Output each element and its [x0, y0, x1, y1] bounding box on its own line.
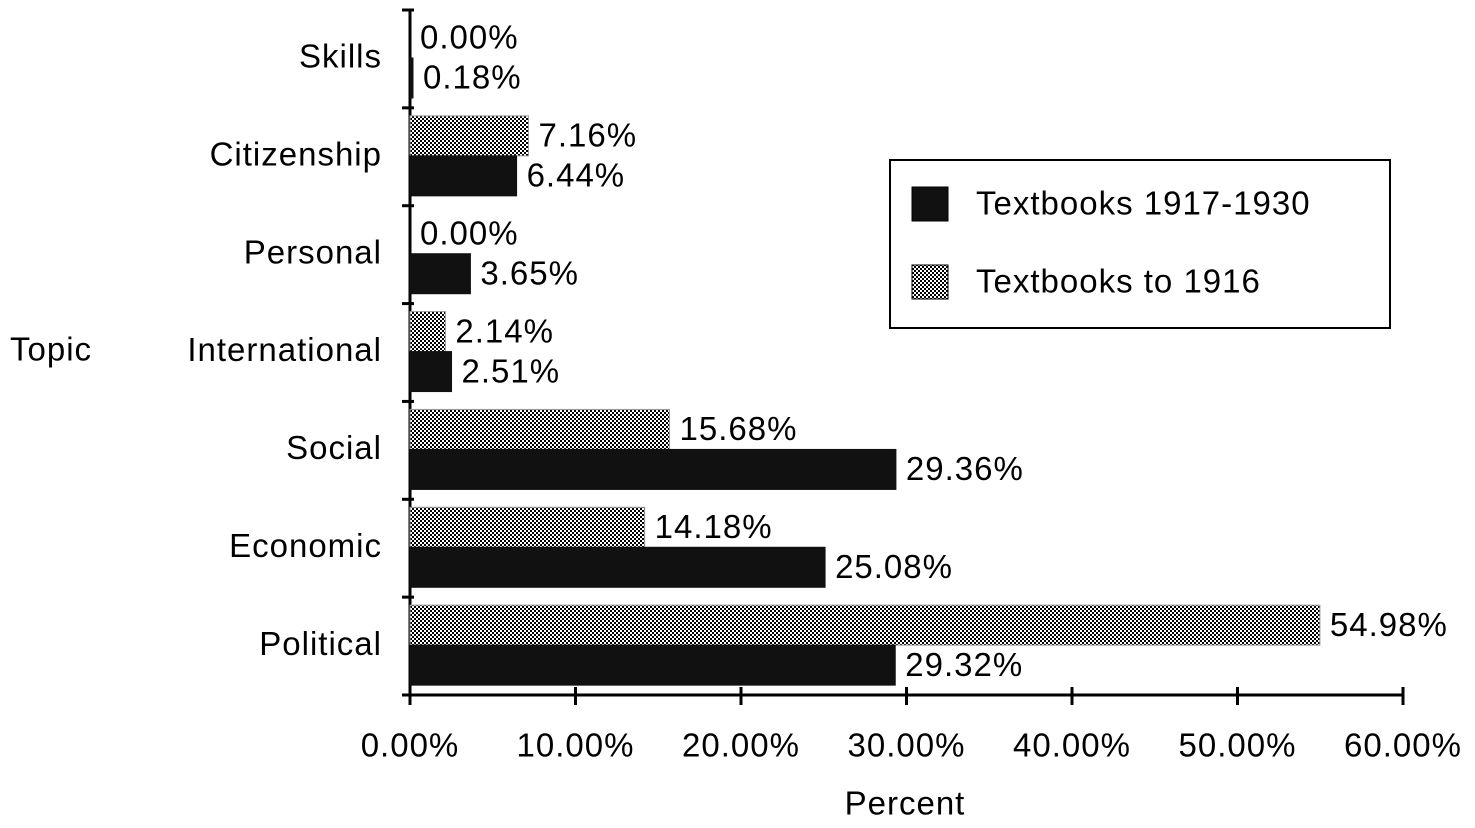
legend-swatch: [911, 186, 949, 222]
data-label: 54.98%: [1330, 606, 1448, 643]
data-label: 0.00%: [420, 19, 519, 56]
data-label: 25.08%: [835, 548, 953, 585]
x-tick-label: 10.00%: [517, 727, 635, 764]
legend-label: Textbooks 1917-1930: [976, 185, 1311, 222]
y-tick-label: Skills: [299, 38, 382, 75]
data-label: 29.36%: [906, 450, 1024, 487]
bar: [409, 546, 826, 588]
bar: [409, 351, 453, 393]
legend: Textbooks 1917-1930 Textbooks to 1916: [889, 159, 1391, 329]
bar: [409, 644, 896, 686]
data-label: 2.51%: [462, 352, 561, 389]
data-label: 6.44%: [527, 157, 626, 194]
data-label: 14.18%: [655, 508, 773, 545]
bar: [409, 115, 529, 157]
bar: [409, 604, 1321, 646]
x-tick-label: 60.00%: [1344, 727, 1462, 764]
x-tick-label: 40.00%: [1013, 727, 1131, 764]
y-tick-label: Social: [286, 429, 382, 466]
data-label: 0.00%: [420, 214, 519, 251]
bar: [409, 253, 471, 295]
data-label: 0.18%: [423, 59, 522, 96]
y-tick-label: Personal: [244, 233, 382, 270]
legend-swatch: [911, 264, 949, 300]
bar: [409, 57, 414, 99]
bar: [409, 506, 646, 548]
bar: [409, 448, 897, 490]
bar: [409, 408, 671, 450]
y-axis-label: Topic: [10, 331, 92, 368]
y-tick-label: Citizenship: [210, 136, 382, 173]
x-tick-label: 20.00%: [682, 727, 800, 764]
x-axis-label: Percent: [845, 785, 966, 822]
x-tick-label: 0.00%: [361, 727, 460, 764]
x-tick-label: 50.00%: [1179, 727, 1297, 764]
data-label: 2.14%: [455, 312, 554, 349]
y-tick-label: Economic: [229, 527, 382, 564]
legend-label: Textbooks to 1916: [976, 263, 1261, 300]
bar: [409, 155, 518, 197]
data-label: 7.16%: [538, 117, 637, 154]
y-tick-label: International: [187, 331, 382, 368]
y-tick-label: Political: [259, 625, 382, 662]
data-label: 29.32%: [905, 646, 1023, 683]
data-label: 3.65%: [480, 254, 579, 291]
x-tick-label: 30.00%: [848, 727, 966, 764]
data-label: 15.68%: [680, 410, 798, 447]
legend-box: [889, 159, 1391, 329]
bar: [409, 311, 446, 353]
